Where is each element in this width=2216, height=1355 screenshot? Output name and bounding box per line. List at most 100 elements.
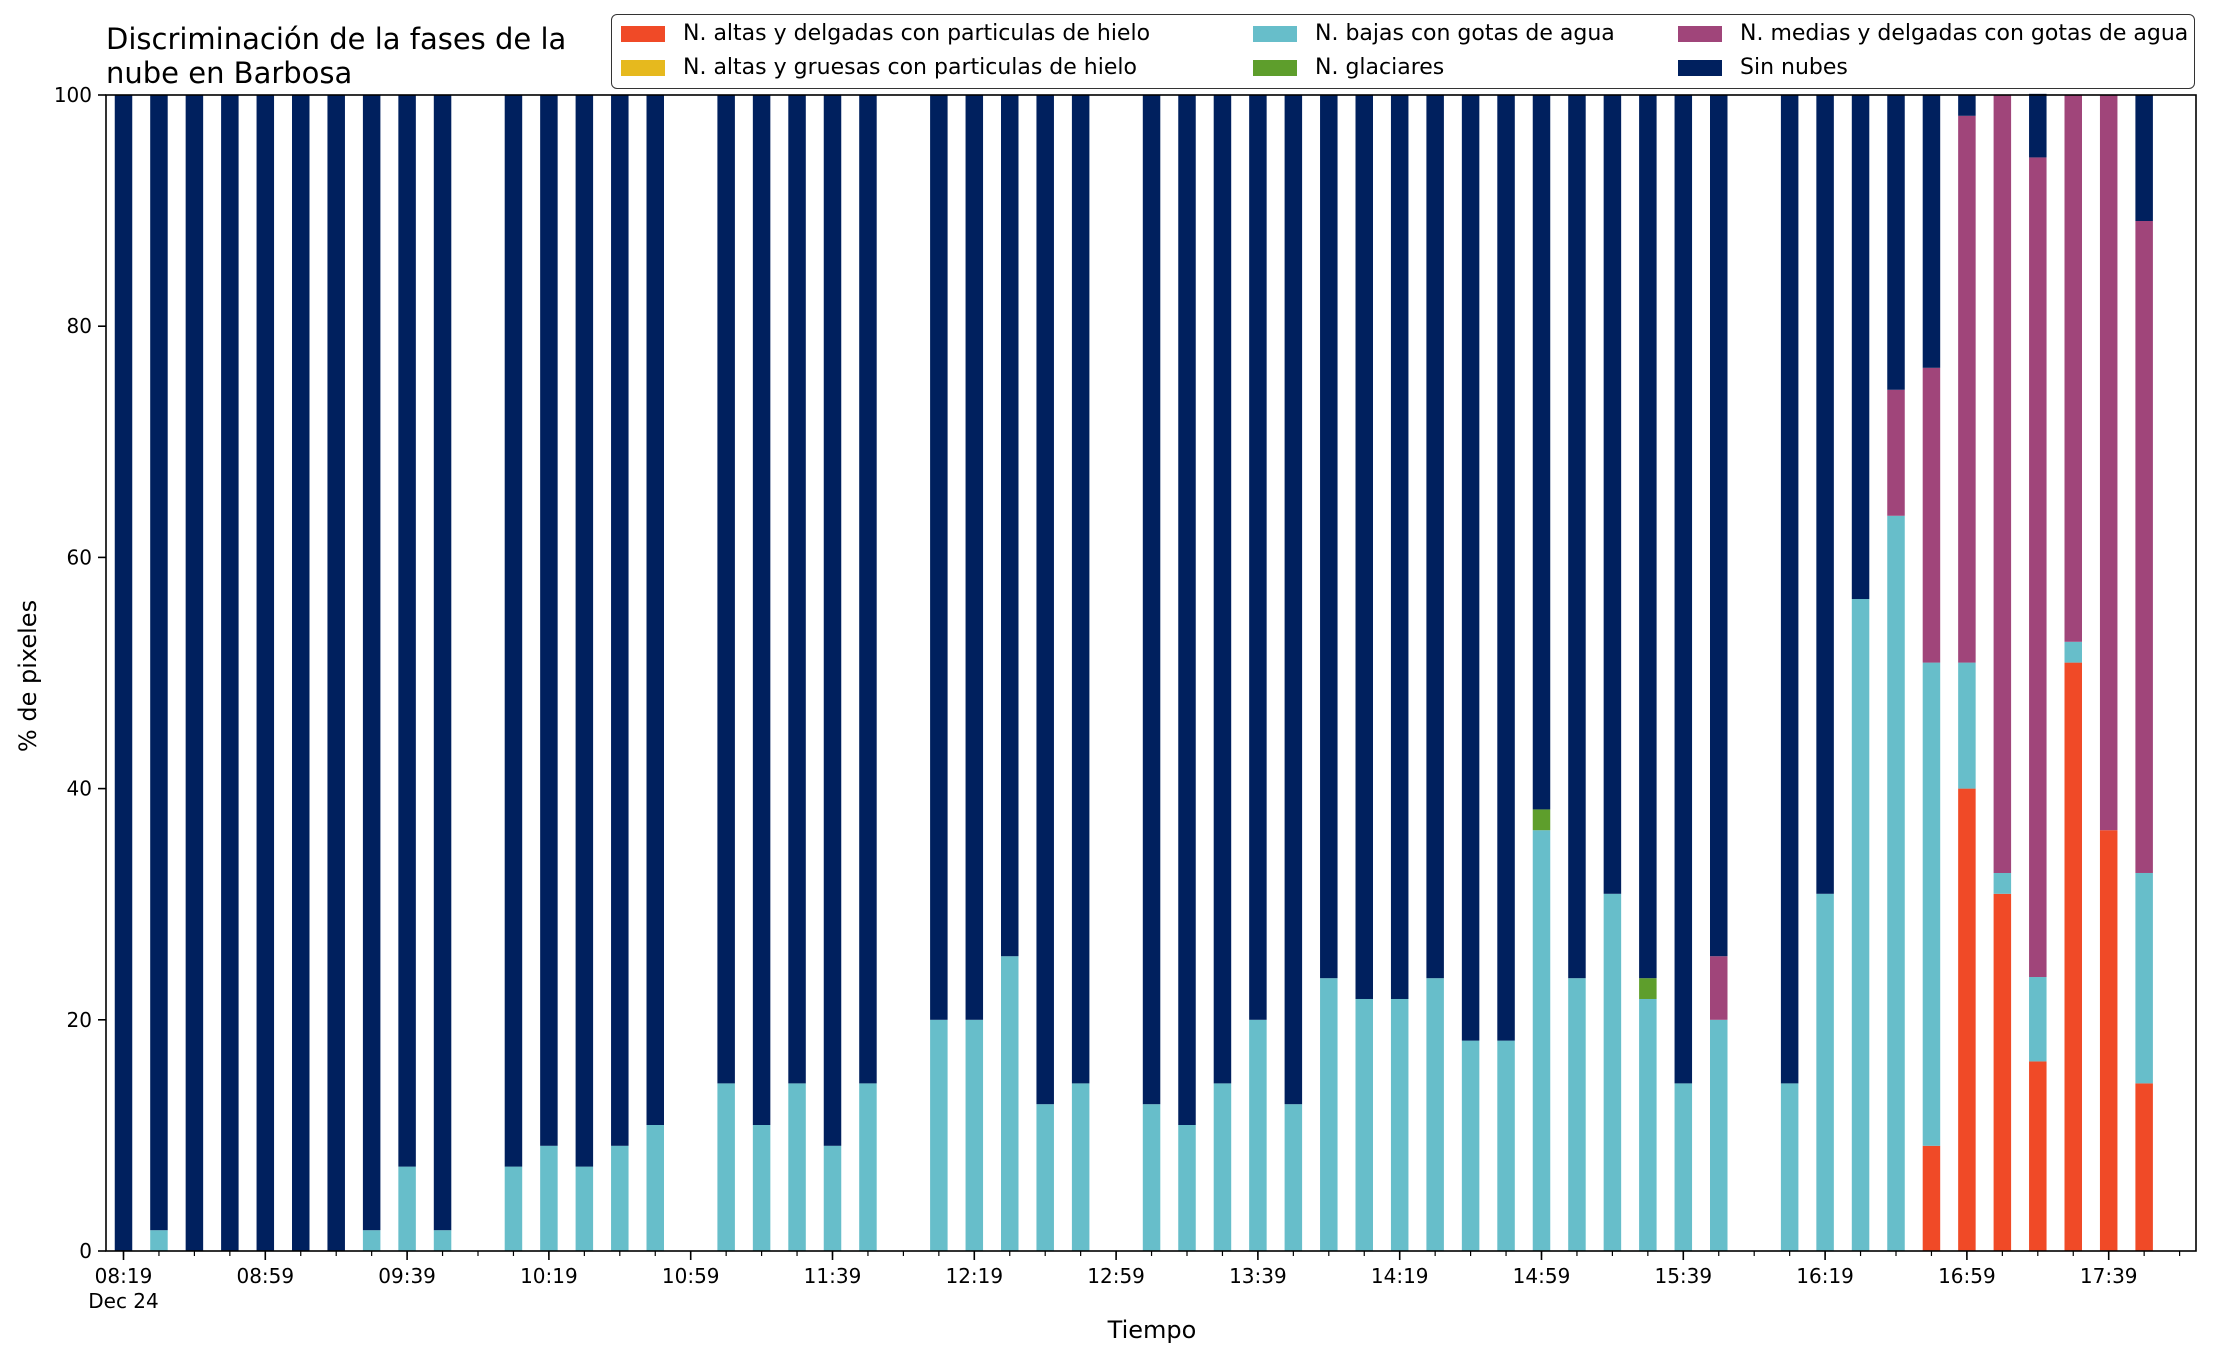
- bar-segment-n-bajas-con-gotas-de-agua: [2135, 872, 2153, 1084]
- bar-segment-sin-nubes: [1710, 95, 1728, 957]
- bar-segment-n-glaciares: [1639, 978, 1657, 999]
- bar-segment-n-bajas-con-gotas-de-agua: [1993, 872, 2012, 894]
- bar-segment-sin-nubes: [1426, 95, 1444, 979]
- bar-segment-n-altas-y-delgadas-con-particulas-de-hielo: [1922, 1145, 1941, 1251]
- x-tick-label: 10:59: [662, 1264, 720, 1288]
- bar-segment-n-altas-y-delgadas-con-particulas-de-hielo: [2135, 1083, 2153, 1251]
- y-tick-label: 80: [67, 314, 92, 338]
- bar-segment-n-bajas-con-gotas-de-agua: [1497, 1040, 1515, 1251]
- bar-segment-n-bajas-con-gotas-de-agua: [1071, 1083, 1090, 1251]
- x-tick-sublabel: Dec 24: [88, 1289, 159, 1313]
- legend-swatch: [621, 25, 665, 42]
- bar-segment-sin-nubes: [1142, 95, 1161, 1105]
- bar-segment-n-bajas-con-gotas-de-agua: [1816, 893, 1834, 1251]
- bar-segment-n-bajas-con-gotas-de-agua: [1355, 998, 1373, 1251]
- bar-segment-n-medias-y-delgadas-con-gotas-de-agua: [1887, 389, 1905, 516]
- x-tick-label: 15:39: [1654, 1264, 1712, 1288]
- bar-segment-n-bajas-con-gotas-de-agua: [1178, 1125, 1196, 1251]
- bar-segment-sin-nubes: [859, 95, 877, 1084]
- bar-segment-n-medias-y-delgadas-con-gotas-de-agua: [1958, 115, 1976, 663]
- bar-segment-sin-nubes: [1674, 95, 1693, 1084]
- bar-segment-n-bajas-con-gotas-de-agua: [1390, 998, 1409, 1251]
- bar-segment-n-altas-y-delgadas-con-particulas-de-hielo: [1993, 893, 2012, 1251]
- bar-segment-n-medias-y-delgadas-con-gotas-de-agua: [1710, 956, 1728, 1020]
- y-tick-label: 40: [67, 777, 92, 801]
- bar-segment-n-bajas-con-gotas-de-agua: [1674, 1083, 1693, 1251]
- bar-segment-n-altas-y-delgadas-con-particulas-de-hielo: [2029, 1061, 2047, 1251]
- legend-label: N. medias y delgadas con gotas de agua: [1740, 21, 2189, 46]
- bar-segment-n-bajas-con-gotas-de-agua: [433, 1230, 452, 1251]
- bar-segment-n-bajas-con-gotas-de-agua: [2064, 641, 2082, 663]
- bar-segment-n-bajas-con-gotas-de-agua: [2029, 977, 2047, 1062]
- bar-segment-n-bajas-con-gotas-de-agua: [859, 1083, 877, 1251]
- bar-segment-sin-nubes: [1816, 95, 1834, 894]
- bar-segment-n-bajas-con-gotas-de-agua: [504, 1166, 523, 1251]
- bar-segment-sin-nubes: [752, 95, 771, 1125]
- bar-segment-n-bajas-con-gotas-de-agua: [1142, 1104, 1161, 1251]
- bar-segment-sin-nubes: [1603, 95, 1622, 894]
- bar-segment-n-bajas-con-gotas-de-agua: [1922, 662, 1941, 1146]
- bar-segment-n-bajas-con-gotas-de-agua: [1249, 1019, 1267, 1251]
- y-axis-label: % de pixeles: [14, 600, 42, 752]
- x-tick-label: 12:59: [1087, 1264, 1145, 1288]
- x-tick-label: 14:19: [1371, 1264, 1429, 1288]
- bar-segment-sin-nubes: [327, 95, 345, 1251]
- x-tick-label: 08:59: [236, 1264, 294, 1288]
- bar-segment-sin-nubes: [2135, 95, 2153, 221]
- bar-segment-n-bajas-con-gotas-de-agua: [611, 1145, 629, 1251]
- bar-segment-n-altas-y-delgadas-con-particulas-de-hielo: [1958, 788, 1976, 1251]
- bar-segment-sin-nubes: [788, 95, 806, 1084]
- bar-segment-n-bajas-con-gotas-de-agua: [1887, 515, 1905, 1251]
- legend-swatch: [1253, 25, 1297, 42]
- x-tick-label: 08:19: [95, 1264, 153, 1288]
- bar-segment-n-bajas-con-gotas-de-agua: [1532, 830, 1551, 1251]
- bar-segment-n-bajas-con-gotas-de-agua: [1710, 1019, 1728, 1251]
- bar-segment-n-bajas-con-gotas-de-agua: [1001, 956, 1019, 1251]
- bar-segment-sin-nubes: [185, 95, 204, 1251]
- bar-segment-n-medias-y-delgadas-con-gotas-de-agua: [2064, 95, 2082, 642]
- bar-segment-sin-nubes: [823, 95, 842, 1146]
- legend-swatch: [1678, 25, 1722, 42]
- bar-segment-sin-nubes: [1639, 95, 1657, 979]
- bar-segment-sin-nubes: [540, 95, 558, 1146]
- legend-item: N. altas y gruesas con particulas de hie…: [621, 55, 1137, 80]
- x-tick-label: 10:19: [520, 1264, 578, 1288]
- bar-segment-sin-nubes: [433, 95, 452, 1231]
- legend-label: Sin nubes: [1740, 55, 1848, 80]
- bar-segment-n-altas-y-delgadas-con-particulas-de-hielo: [2099, 830, 2118, 1251]
- bar-segment-sin-nubes: [965, 95, 984, 1020]
- bar-segment-n-bajas-con-gotas-de-agua: [646, 1125, 664, 1251]
- bar-segment-n-bajas-con-gotas-de-agua: [1426, 978, 1444, 1251]
- bar-segment-n-bajas-con-gotas-de-agua: [1851, 599, 1870, 1251]
- legend-swatch: [1253, 59, 1297, 76]
- legend-item: N. medias y delgadas con gotas de agua: [1678, 21, 2188, 46]
- legend-label: N. altas y delgadas con particulas de hi…: [683, 21, 1151, 46]
- bar-segment-n-bajas-con-gotas-de-agua: [1780, 1083, 1799, 1251]
- bar-segment-sin-nubes: [221, 95, 239, 1251]
- x-tick-label: 11:39: [804, 1264, 862, 1288]
- bars-layer: [114, 93, 2153, 1251]
- bar-segment-n-bajas-con-gotas-de-agua: [1320, 978, 1338, 1251]
- bar-segment-n-bajas-con-gotas-de-agua: [1568, 978, 1586, 1251]
- bar-segment-sin-nubes: [1213, 95, 1232, 1084]
- bar-segment-sin-nubes: [1461, 95, 1480, 1041]
- bar-segment-sin-nubes: [398, 95, 416, 1167]
- bar-segment-sin-nubes: [1071, 95, 1090, 1084]
- x-tick-label: 17:39: [2080, 1264, 2138, 1288]
- legend-label: N. bajas con gotas de agua: [1315, 21, 1615, 46]
- bar-segment-sin-nubes: [1001, 95, 1019, 957]
- bar-segment-sin-nubes: [1390, 95, 1409, 999]
- bar-segment-sin-nubes: [1284, 95, 1303, 1105]
- x-tick-label: 16:19: [1796, 1264, 1854, 1288]
- bar-segment-n-bajas-con-gotas-de-agua: [398, 1166, 416, 1251]
- bar-segment-n-bajas-con-gotas-de-agua: [1958, 662, 1976, 789]
- x-axis-label: Tiempo: [1107, 1316, 1197, 1344]
- y-tick-label: 100: [54, 83, 92, 107]
- bar-segment-sin-nubes: [930, 95, 948, 1020]
- bar-segment-sin-nubes: [256, 95, 275, 1251]
- bar-segment-sin-nubes: [1780, 95, 1799, 1084]
- bar-segment-sin-nubes: [1958, 95, 1976, 116]
- bar-segment-n-glaciares: [1532, 809, 1551, 831]
- bar-segment-sin-nubes: [1532, 95, 1551, 810]
